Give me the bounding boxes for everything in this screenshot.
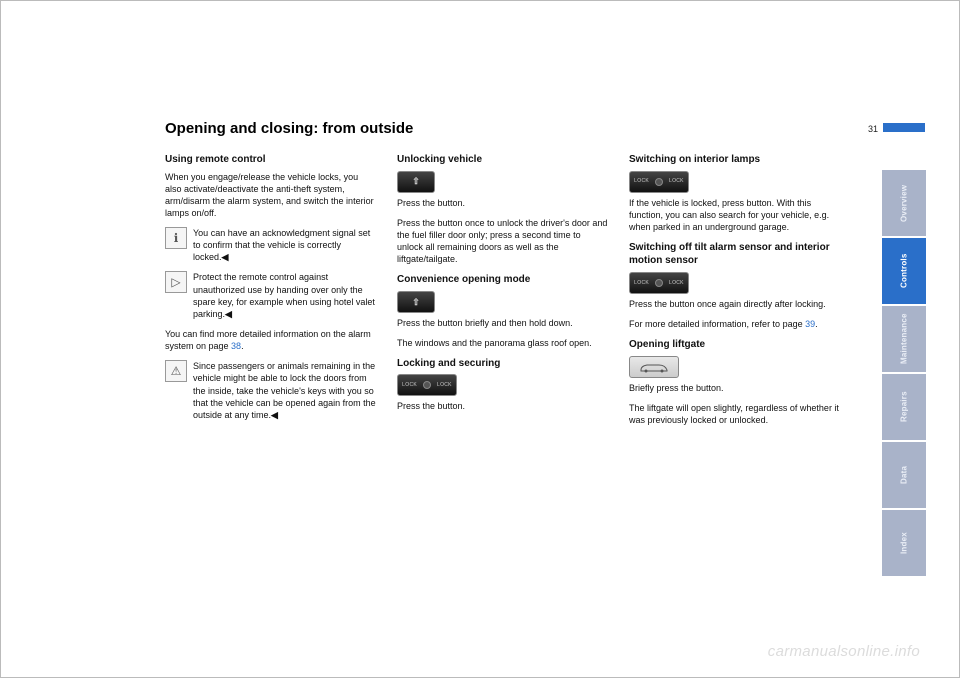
text: You can have an acknowledgment signal se… bbox=[193, 228, 370, 262]
paragraph: Briefly press the button. bbox=[629, 382, 841, 394]
text: You can find more detailed information o… bbox=[165, 329, 371, 351]
subhead-interior-lamps: Switching on interior lamps bbox=[629, 153, 841, 167]
paragraph: If the vehicle is locked, press button. … bbox=[629, 197, 841, 233]
tab-controls[interactable]: Controls bbox=[882, 238, 926, 304]
note-text: You can have an acknowledgment signal se… bbox=[193, 227, 377, 263]
text: . bbox=[241, 341, 244, 351]
house-arrow-icon: ⇧ bbox=[412, 175, 420, 187]
paragraph: When you engage/release the vehicle lock… bbox=[165, 171, 377, 220]
watermark: carmanualsonline.info bbox=[768, 643, 920, 660]
car-outline-icon bbox=[639, 360, 669, 374]
subhead-liftgate: Opening liftgate bbox=[629, 338, 841, 352]
subhead-locking: Locking and securing bbox=[397, 357, 609, 371]
end-mark: ◀ bbox=[271, 410, 278, 420]
subhead-convenience: Convenience opening mode bbox=[397, 273, 609, 287]
lock-button-image: LOCK LOCK bbox=[629, 272, 689, 294]
tab-overview[interactable]: Overview bbox=[882, 170, 926, 236]
lock-button-image: LOCK LOCK bbox=[397, 374, 457, 396]
subhead-tilt-sensor: Switching off tilt alarm sensor and inte… bbox=[629, 241, 841, 268]
end-mark: ◀ bbox=[222, 252, 229, 262]
house-arrow-icon: ⇧ bbox=[412, 296, 420, 308]
lock-label: LOCK bbox=[666, 178, 687, 185]
paragraph: Press the button once again directly aft… bbox=[629, 298, 841, 310]
end-mark: ◀ bbox=[225, 309, 232, 319]
tab-index[interactable]: Index bbox=[882, 510, 926, 576]
page-content: Opening and closing: from outside Using … bbox=[165, 120, 845, 434]
lock-label: LOCK bbox=[399, 382, 420, 389]
button-dot-icon bbox=[655, 279, 663, 287]
column-2: Unlocking vehicle ⇧ Press the button. Pr… bbox=[397, 151, 609, 434]
paragraph: Press the button briefly and then hold d… bbox=[397, 317, 609, 329]
tip-icon: ▷ bbox=[165, 271, 187, 293]
tab-maintenance[interactable]: Maintenance bbox=[882, 306, 926, 372]
paragraph: For more detailed information, refer to … bbox=[629, 318, 841, 330]
text: . bbox=[815, 319, 818, 329]
subhead-unlocking: Unlocking vehicle bbox=[397, 153, 609, 167]
liftgate-button-image bbox=[629, 356, 679, 378]
paragraph: The windows and the panorama glass roof … bbox=[397, 337, 609, 349]
lock-label: LOCK bbox=[666, 280, 687, 287]
section-tabs: Overview Controls Maintenance Repairs Da… bbox=[882, 170, 926, 578]
button-dot-icon bbox=[423, 381, 431, 389]
paragraph: Press the button. bbox=[397, 197, 609, 209]
paragraph: The liftgate will open slightly, regardl… bbox=[629, 402, 841, 426]
columns: Using remote control When you engage/rel… bbox=[165, 151, 845, 434]
lock-label: LOCK bbox=[631, 280, 652, 287]
note-text: Protect the remote control against unaut… bbox=[193, 271, 377, 320]
page-ref-link[interactable]: 39 bbox=[805, 319, 815, 329]
lock-label: LOCK bbox=[631, 178, 652, 185]
page-title: Opening and closing: from outside bbox=[165, 120, 845, 137]
page-ref-link[interactable]: 38 bbox=[231, 341, 241, 351]
text: Protect the remote control against unaut… bbox=[193, 272, 375, 318]
text: Since passengers or animals remaining in… bbox=[193, 361, 376, 420]
button-dot-icon bbox=[655, 178, 663, 186]
column-1: Using remote control When you engage/rel… bbox=[165, 151, 377, 434]
page-number: 31 bbox=[868, 124, 878, 134]
info-note: ℹ You can have an acknowledgment signal … bbox=[165, 227, 377, 263]
info-icon: ℹ bbox=[165, 227, 187, 249]
tab-repairs[interactable]: Repairs bbox=[882, 374, 926, 440]
unlock-button-image: ⇧ bbox=[397, 291, 435, 313]
column-3: Switching on interior lamps LOCK LOCK If… bbox=[629, 151, 841, 434]
tab-data[interactable]: Data bbox=[882, 442, 926, 508]
warning-note: ⚠ Since passengers or animals remaining … bbox=[165, 360, 377, 421]
warning-icon: ⚠ bbox=[165, 360, 187, 382]
lock-button-image: LOCK LOCK bbox=[629, 171, 689, 193]
paragraph: Press the button. bbox=[397, 400, 609, 412]
subhead-remote-control: Using remote control bbox=[165, 153, 377, 167]
paragraph: You can find more detailed information o… bbox=[165, 328, 377, 352]
text: For more detailed information, refer to … bbox=[629, 319, 805, 329]
note-text: Since passengers or animals remaining in… bbox=[193, 360, 377, 421]
tip-note: ▷ Protect the remote control against una… bbox=[165, 271, 377, 320]
lock-label: LOCK bbox=[434, 382, 455, 389]
header-accent-bar bbox=[883, 123, 925, 132]
paragraph: Press the button once to unlock the driv… bbox=[397, 217, 609, 266]
unlock-button-image: ⇧ bbox=[397, 171, 435, 193]
